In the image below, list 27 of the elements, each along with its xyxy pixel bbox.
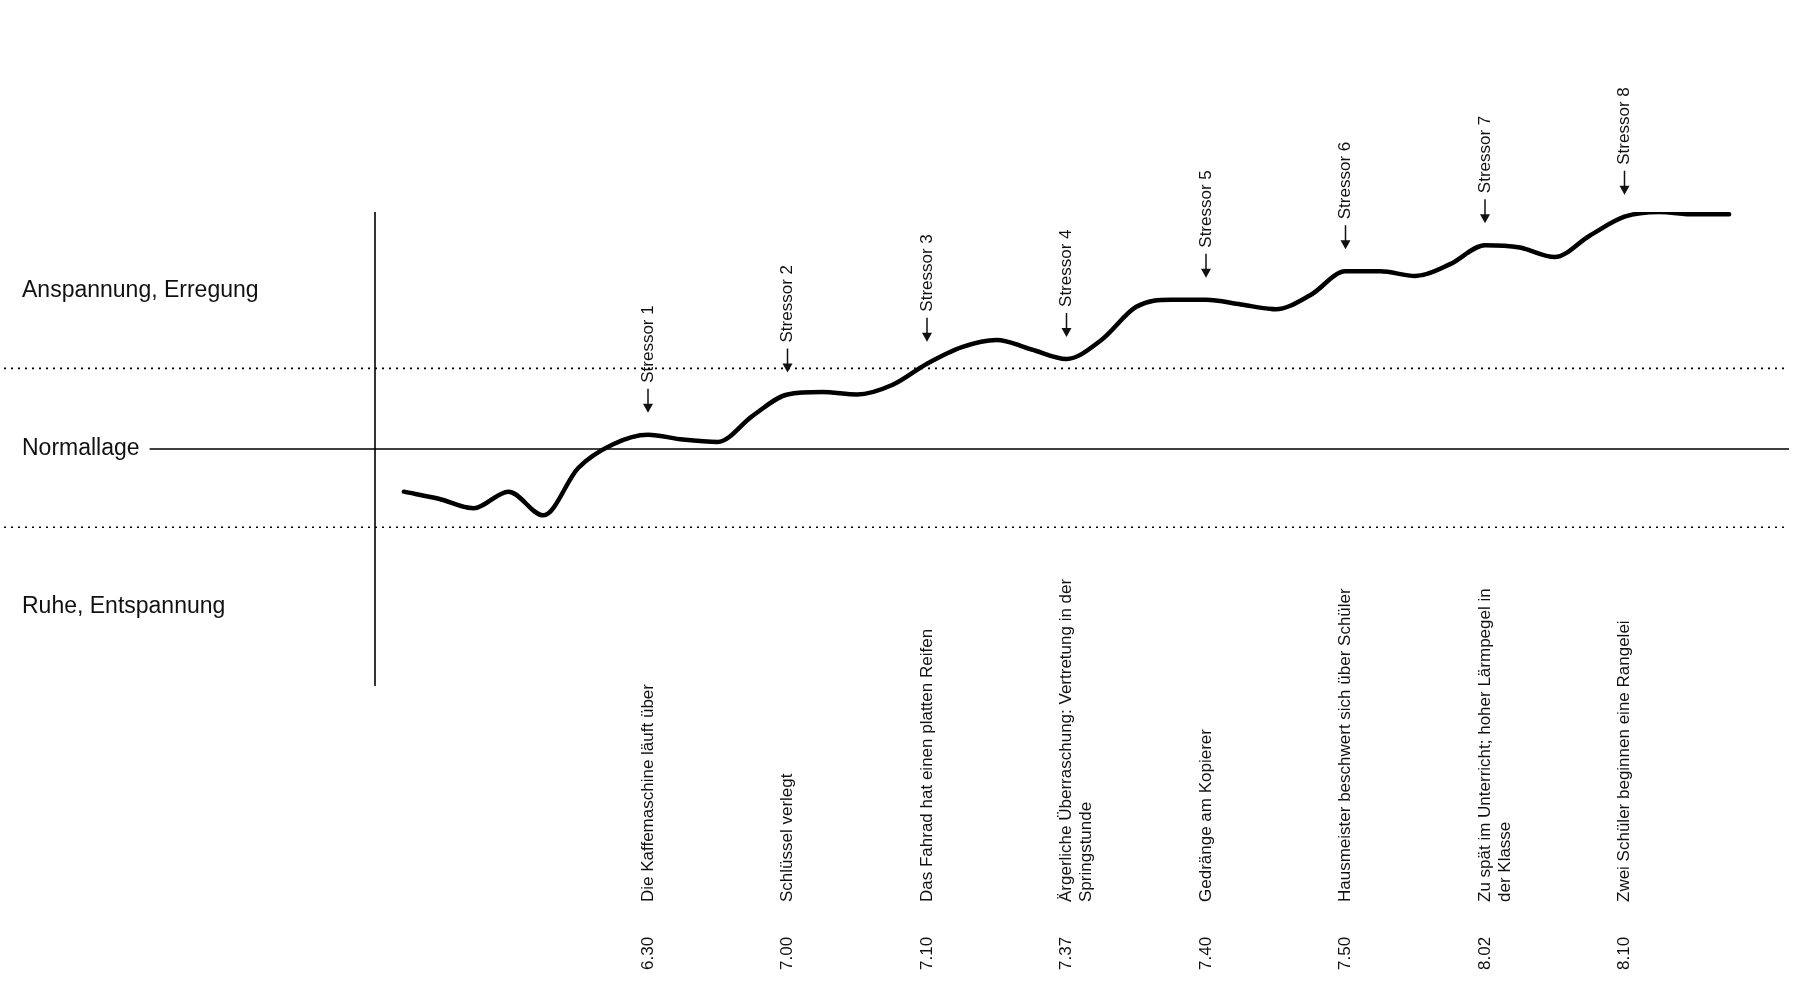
text: Ärgerliche Überraschung: Vertretung in der Springstunde [1056,578,1096,902]
text: Zu spät im Unterricht; hoher Lärmpegel in der Klasse [1474,588,1514,902]
text: Hausmeister beschwert sich über Schüler [1335,587,1355,902]
x-tick-label: 8.10 [1614,936,1634,970]
text: Stressor 7 [1474,115,1494,194]
text: Das Fahrad hat einen platten Reifen [916,628,936,902]
annotation: Stressor 6 [1335,141,1355,220]
ref-line-label: Ruhe, Entspannung [22,591,226,618]
x-tick-label: 7.50 [1335,936,1355,970]
x-tick-label: 7.37 [1056,936,1076,970]
ref-line-label: Normallage [22,434,140,461]
ref-line-label: Anspannung, Erregung [22,275,259,302]
annotation: Stressor 5 [1195,170,1215,248]
x-tick-label: 7.00 [777,936,797,970]
text: Stressor 8 [1614,87,1634,165]
annotation: Stressor 4 [1056,229,1076,307]
x-tick-label: 7.40 [1195,936,1215,970]
text: Schlüssel verlegt [777,773,797,902]
x-tick-label: 6.30 [637,936,657,970]
annotation: Stressor 1 [637,305,657,383]
annotation: Stressor 2 [777,265,797,343]
text: Gedränge am Kopierer [1195,728,1215,902]
annotation: Stressor 3 [916,234,936,312]
text: Zwei Schüler beginnen eine Rangelei [1614,620,1634,902]
x-tick-label: 7.10 [916,936,936,970]
text: Die Kaffemaschine läuft über [637,683,657,902]
x-tick-label: 8.02 [1474,936,1494,970]
